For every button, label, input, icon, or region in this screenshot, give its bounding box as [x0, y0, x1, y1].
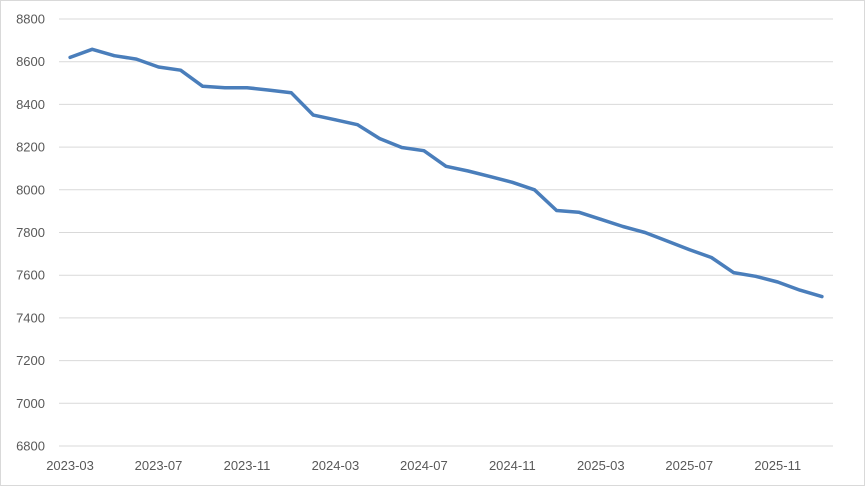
- data-point: [289, 91, 293, 95]
- x-tick-label: 2025-11: [754, 458, 801, 473]
- y-tick-label: 7200: [16, 353, 45, 368]
- data-point: [444, 164, 448, 168]
- data-point: [311, 113, 315, 117]
- y-tick-label: 8600: [16, 54, 45, 69]
- y-tick-label: 7800: [16, 225, 45, 240]
- y-tick-label: 6800: [16, 439, 45, 454]
- data-point: [68, 55, 72, 59]
- data-point: [731, 271, 735, 275]
- data-point: [333, 118, 337, 122]
- x-tick-label: 2024-07: [400, 458, 448, 473]
- data-point: [555, 209, 559, 213]
- x-axis-ticks: 2023-03 2023-07 2023-11 2024-03 2024-07 2024-…: [46, 458, 801, 473]
- gridlines: [59, 18, 833, 447]
- data-point: [223, 86, 227, 90]
- data-point: [599, 217, 603, 221]
- data-point: [532, 188, 536, 192]
- y-tick-label: 7000: [16, 396, 45, 411]
- y-tick-label: 8200: [16, 140, 45, 155]
- data-point: [157, 65, 161, 69]
- y-tick-label: 8000: [16, 182, 45, 197]
- data-point: [134, 57, 138, 61]
- data-point: [510, 180, 514, 184]
- data-point: [665, 239, 669, 243]
- x-tick-label: 2023-07: [135, 458, 183, 473]
- data-point: [776, 280, 780, 284]
- data-point: [577, 210, 581, 214]
- data-point: [90, 47, 94, 51]
- series-line: [68, 47, 824, 299]
- data-point: [112, 54, 116, 58]
- x-tick-label: 2025-03: [577, 458, 625, 473]
- data-point: [709, 255, 713, 259]
- data-point: [245, 86, 249, 90]
- x-tick-label: 2023-11: [224, 458, 271, 473]
- x-tick-label: 2024-03: [312, 458, 360, 473]
- y-axis-ticks: 6800 7000 7200 7400 7600 7800 8000 8200 8400 8600…: [16, 12, 45, 454]
- data-point: [201, 84, 205, 88]
- data-point: [179, 68, 183, 72]
- data-point: [798, 288, 802, 292]
- data-point: [422, 149, 426, 153]
- data-point: [400, 146, 404, 150]
- data-point: [378, 137, 382, 141]
- data-point: [267, 88, 271, 92]
- y-tick-label: 7400: [16, 310, 45, 325]
- data-point: [820, 295, 824, 299]
- y-tick-label: 8400: [16, 97, 45, 112]
- data-point: [356, 123, 360, 127]
- data-point: [466, 169, 470, 173]
- data-point: [687, 248, 691, 252]
- series: [68, 47, 824, 299]
- data-point: [754, 274, 758, 278]
- x-tick-label: 2023-03: [46, 458, 94, 473]
- x-tick-label: 2024-11: [489, 458, 536, 473]
- y-tick-label: 7600: [16, 268, 45, 283]
- data-point: [643, 231, 647, 234]
- x-tick-label: 2025-07: [665, 458, 713, 473]
- data-point: [488, 175, 492, 179]
- data-point: [621, 225, 625, 229]
- y-tick-label: 8800: [16, 12, 45, 27]
